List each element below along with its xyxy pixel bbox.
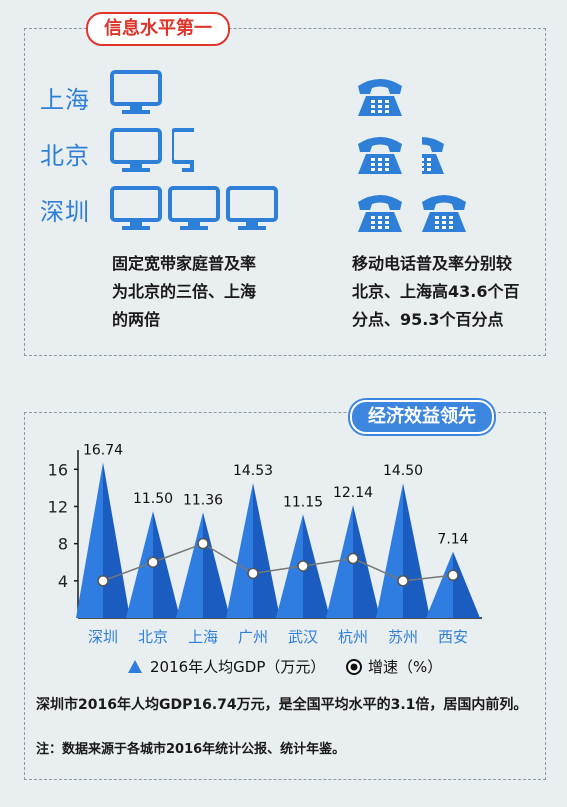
mobile-line: 移动电话普及率分别较: [352, 254, 513, 273]
gdp-bar: [326, 505, 353, 618]
gdp-bar: [426, 551, 453, 618]
gdp-value-label: 16.74: [83, 442, 123, 458]
broadband-line: 固定宽带家庭普及率: [112, 254, 257, 273]
gdp-value-label: 14.50: [383, 463, 423, 479]
category-label: 苏州: [388, 628, 418, 646]
y-tick-label: 12: [48, 497, 68, 516]
growth-point: [447, 569, 459, 581]
category-label: 西安: [438, 628, 468, 646]
category-label: 武汉: [288, 628, 318, 646]
gdp-bar: [126, 511, 153, 618]
mobile-line: 北京、上海高43.6个百: [352, 282, 520, 301]
legend-growth-label: 增速（%）: [368, 658, 442, 676]
economy-panel: [24, 412, 546, 780]
gdp-bar-shade: [353, 505, 380, 618]
gdp-bar-shade: [103, 462, 130, 618]
gdp-bar: [376, 483, 403, 618]
section-title-info: 信息水平第一: [86, 12, 230, 46]
category-label: 北京: [138, 628, 168, 646]
gdp-bar-shade: [203, 512, 230, 618]
gdp-bar: [276, 514, 303, 618]
growth-point: [297, 560, 309, 572]
growth-point: [247, 567, 259, 580]
growth-point: [347, 552, 359, 565]
growth-point: [97, 575, 109, 587]
summary-text: 深圳市2016年人均GDP16.74万元，是全国平均水平的3.1倍，居国内前列。: [36, 697, 528, 713]
gdp-bar-shade: [303, 514, 330, 618]
y-tick-label: 4: [58, 572, 68, 591]
gdp-bar-shade: [153, 511, 180, 618]
info-panel: [24, 28, 546, 356]
gdp-value-label: 11.15: [283, 494, 323, 510]
growth-point: [197, 537, 209, 550]
broadband-line: 为北京的三倍、上海: [112, 282, 257, 301]
growth-point: [397, 575, 409, 587]
legend-gdp-label: 2016年人均GDP（万元）: [150, 658, 325, 676]
category-label: 深圳: [88, 628, 118, 646]
category-label: 上海: [188, 628, 218, 646]
section-title-economy: 经济效益领先: [350, 400, 494, 434]
category-label: 广州: [238, 628, 268, 646]
legend-circle-dot-icon: [350, 663, 358, 671]
city-label-shenzhen: 深圳: [40, 198, 90, 226]
gdp-value-label: 14.53: [233, 463, 273, 479]
gdp-value-label: 7.14: [437, 532, 468, 548]
gdp-bar-shade: [403, 483, 430, 618]
source-note: 注：数据来源于各城市2016年统计公报、统计年鉴。: [36, 742, 346, 757]
legend-triangle-icon: [128, 660, 142, 673]
mobile-description: 移动电话普及率分别较 北京、上海高43.6个百 分点、95.3个百分点: [352, 250, 519, 334]
gdp-value-label: 11.50: [133, 491, 173, 507]
city-label-shanghai: 上海: [40, 86, 90, 114]
growth-point: [147, 556, 159, 568]
broadband-line: 的两倍: [112, 310, 161, 329]
y-tick-label: 8: [58, 535, 68, 554]
gdp-bar: [76, 462, 103, 618]
gdp-value-label: 11.36: [183, 492, 223, 508]
gdp-bar: [226, 482, 253, 618]
gdp-bar-shade: [453, 551, 480, 618]
broadband-description: 固定宽带家庭普及率 为北京的三倍、上海 的两倍: [112, 250, 256, 334]
gdp-bar: [176, 512, 203, 618]
gdp-bar-shade: [253, 482, 280, 618]
y-tick-label: 16: [48, 460, 68, 479]
mobile-line: 分点、95.3个百分点: [352, 310, 504, 329]
category-label: 杭州: [338, 628, 368, 646]
growth-line: [102, 542, 454, 582]
city-label-beijing: 北京: [40, 142, 90, 170]
gdp-value-label: 12.14: [333, 485, 373, 501]
